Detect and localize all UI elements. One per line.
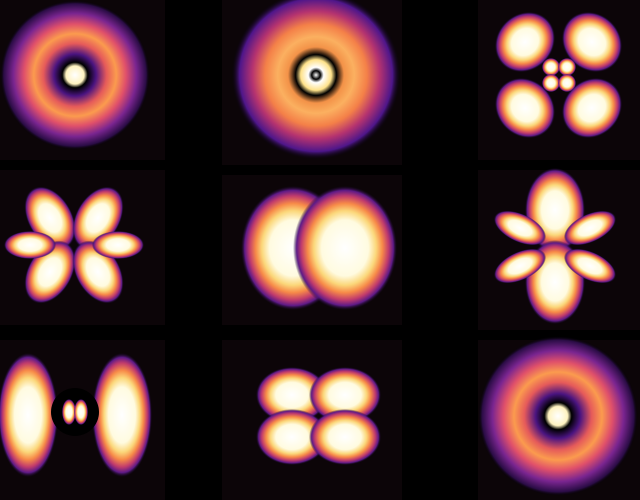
ring-orbital	[231, 0, 401, 160]
ring-orbital	[0, 0, 150, 150]
six-lobe-orbital	[493, 168, 617, 324]
ring-orbital	[478, 336, 638, 496]
arc-orbital	[0, 353, 152, 477]
dumbbell-orbital	[241, 186, 397, 310]
clover-orbital	[256, 367, 381, 465]
six-lobe-orbital	[4, 186, 144, 304]
clover-orbital	[494, 11, 623, 139]
